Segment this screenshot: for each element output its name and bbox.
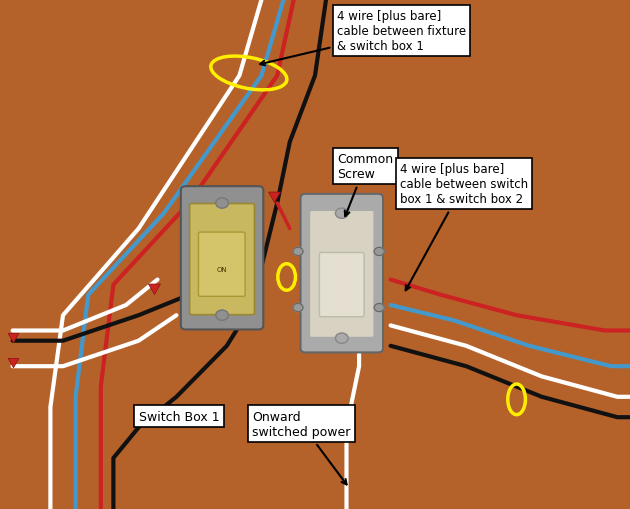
FancyBboxPatch shape <box>190 204 255 315</box>
Circle shape <box>374 304 384 312</box>
Text: Onward
switched power: Onward switched power <box>252 410 350 485</box>
Circle shape <box>215 199 228 209</box>
Text: ON: ON <box>217 267 227 273</box>
Text: 4 wire [plus bare]
cable between switch
box 1 & switch box 2: 4 wire [plus bare] cable between switch … <box>400 163 528 291</box>
Circle shape <box>293 304 303 312</box>
Circle shape <box>374 248 384 256</box>
Circle shape <box>215 310 228 321</box>
FancyBboxPatch shape <box>181 187 263 330</box>
FancyBboxPatch shape <box>319 253 364 317</box>
FancyBboxPatch shape <box>198 233 245 297</box>
Text: Common
Screw: Common Screw <box>337 153 393 217</box>
Text: Switch Box 1: Switch Box 1 <box>139 410 219 422</box>
Circle shape <box>335 333 348 344</box>
Text: 4 wire [plus bare]
cable between fixture
& switch box 1: 4 wire [plus bare] cable between fixture… <box>260 10 466 66</box>
Circle shape <box>335 209 348 219</box>
FancyBboxPatch shape <box>301 194 383 353</box>
Circle shape <box>293 248 303 256</box>
FancyBboxPatch shape <box>309 211 374 338</box>
